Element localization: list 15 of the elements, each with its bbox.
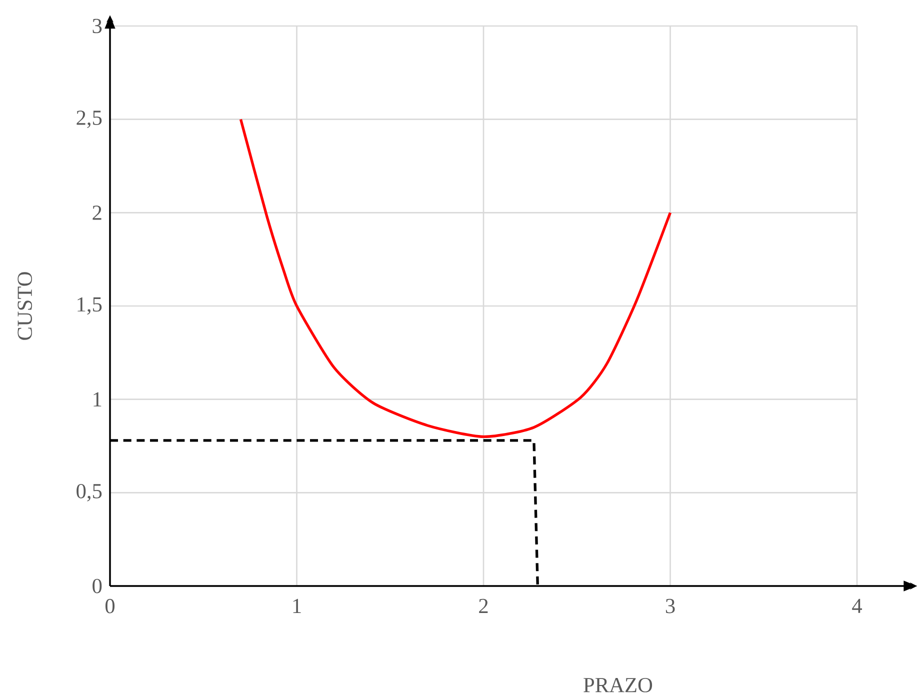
y-tick-label: 2 [92, 206, 102, 220]
x-tick-label: 3 [666, 598, 675, 614]
y-tick-label: 0,5 [76, 484, 102, 502]
x-tick-label: 2 [479, 598, 488, 614]
y-tick-label: 1 [94, 392, 102, 406]
y-tick-label: 1,5 [78, 297, 102, 315]
y-tick-label: 2,5 [76, 110, 102, 128]
x-tick-label: 0 [105, 598, 115, 614]
y-axis-title: CUSTO [18, 272, 32, 340]
line-series [239, 118, 672, 438]
y-tick-label: 0 [92, 578, 102, 594]
y-tick-label: 3 [92, 18, 102, 34]
x-axis-title: PRAZO [584, 678, 652, 692]
x-tick-label: 4 [852, 598, 862, 613]
x-tick-label: 1 [293, 598, 301, 613]
